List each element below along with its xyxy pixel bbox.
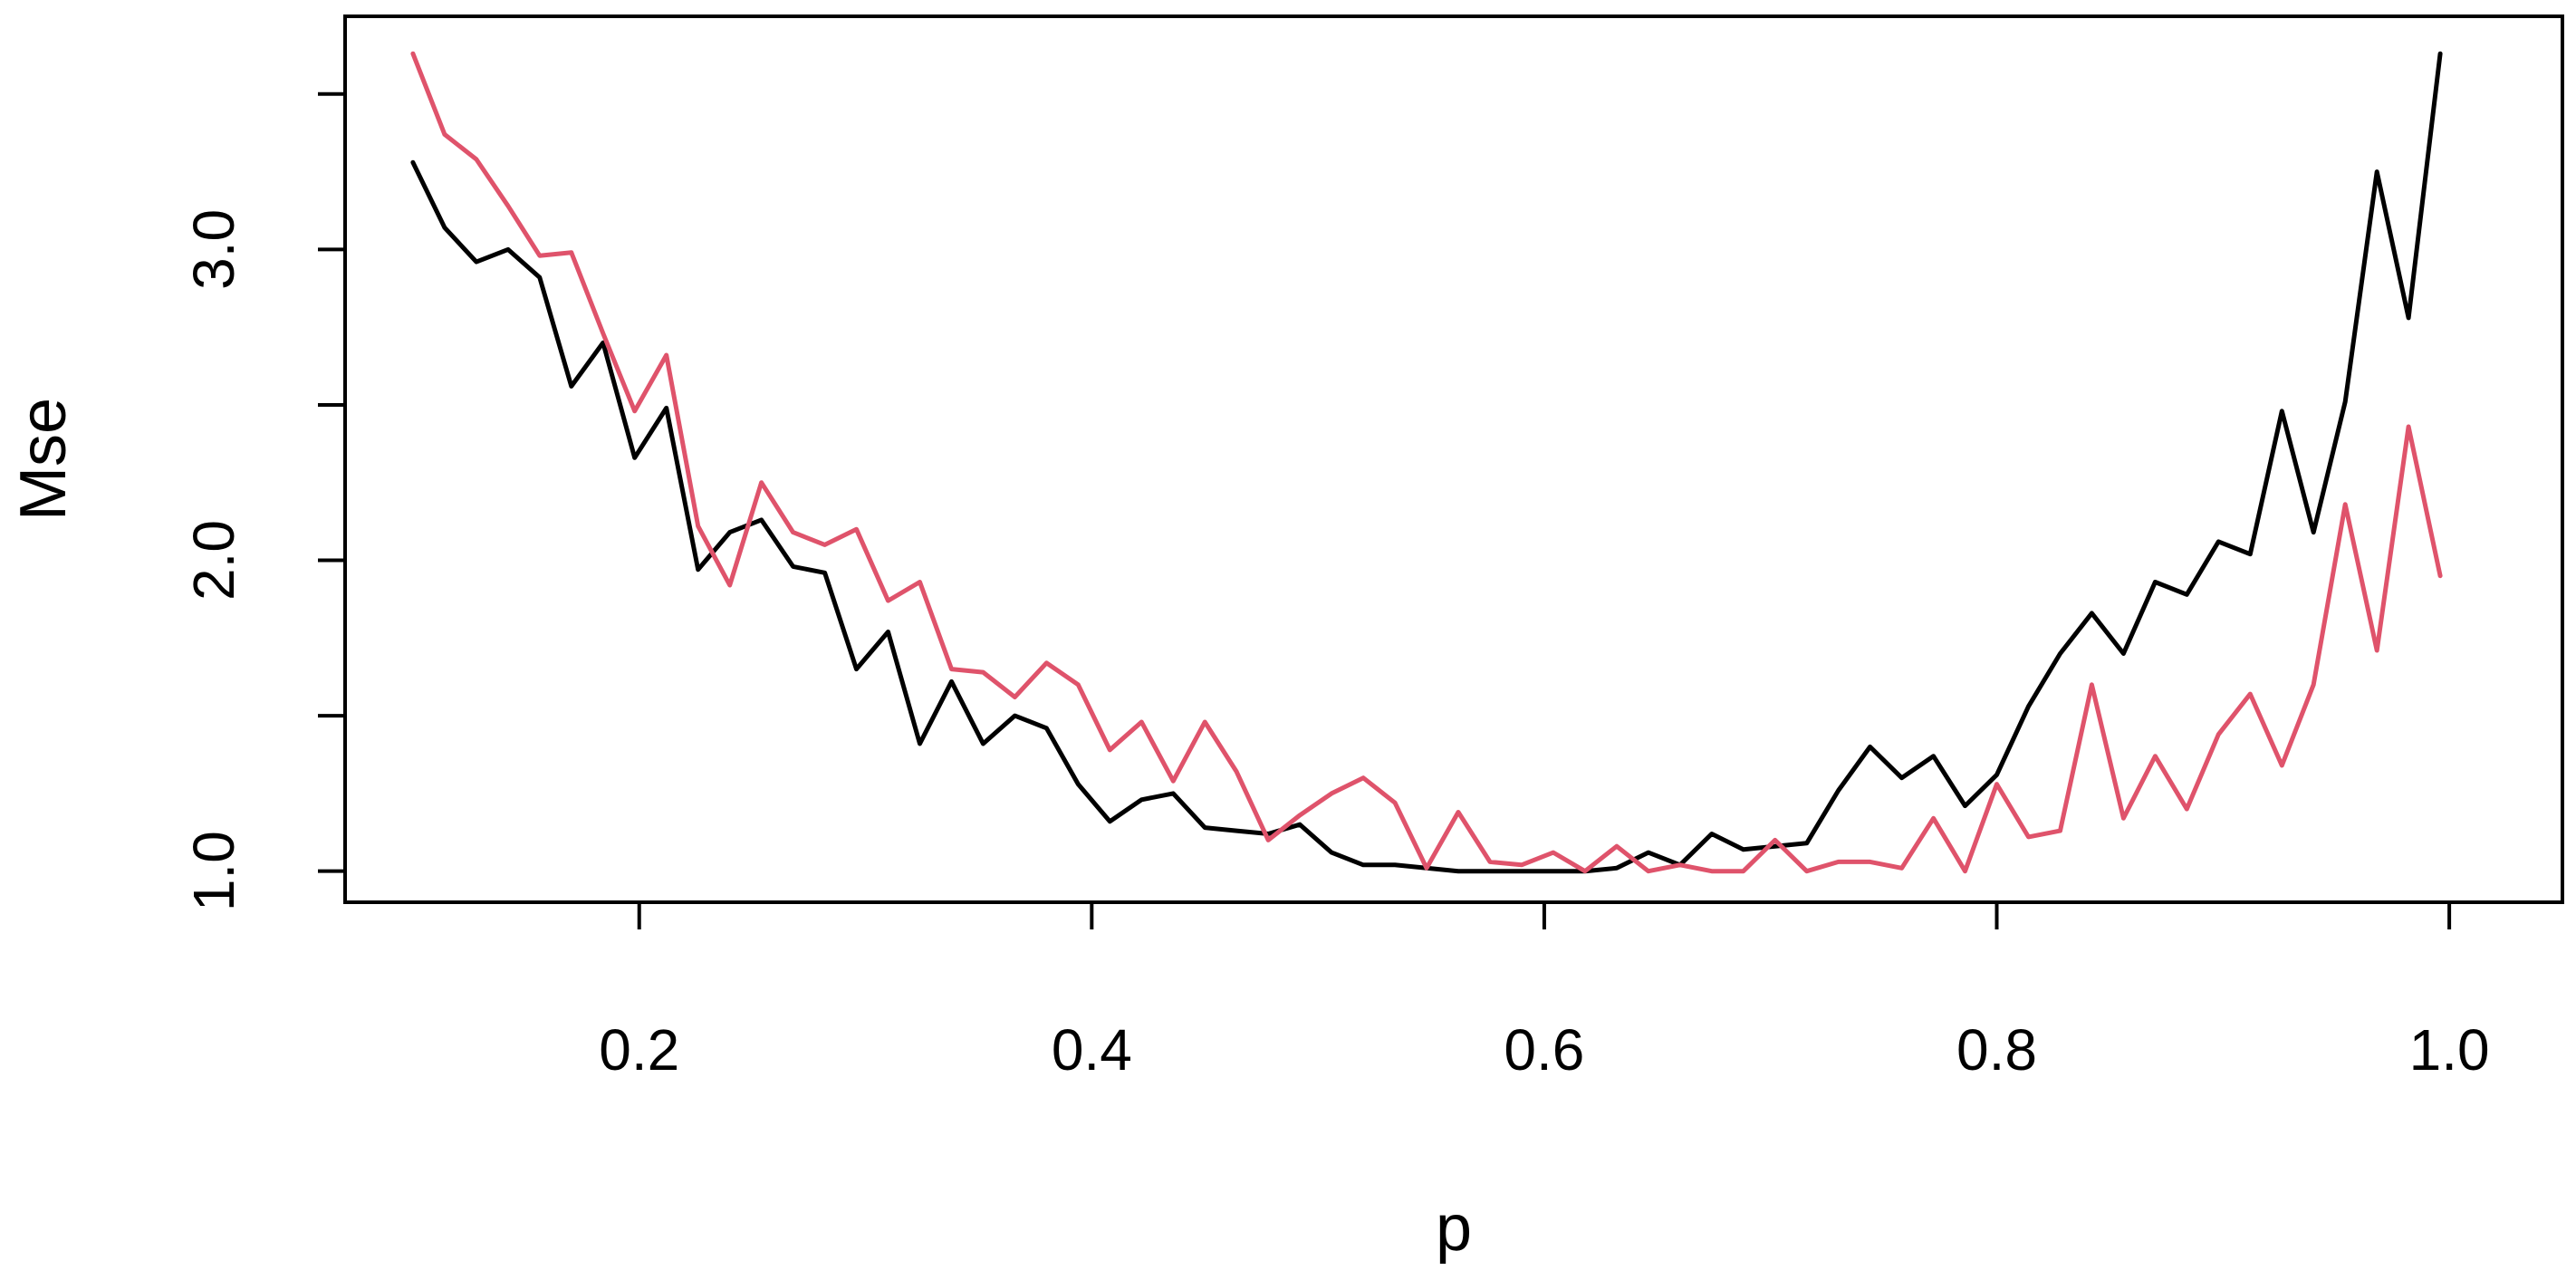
x-axis: 0.2 0.4 0.6 0.8 1.0 [599, 900, 2490, 1083]
series-lines [410, 51, 2443, 874]
x-tick-label: 0.4 [1052, 1017, 1132, 1083]
series-line-1 [410, 51, 2443, 874]
y-axis: 1.0 2.0 3.0 [181, 91, 345, 911]
x-tick-label: 0.2 [599, 1017, 679, 1083]
y-tick-label: 1.0 [181, 831, 246, 911]
x-tick-label: 0.8 [1956, 1017, 2037, 1083]
y-axis-title: Mse [7, 398, 80, 521]
y-tick-label: 3.0 [181, 209, 246, 290]
y-tick-label: 2.0 [181, 520, 246, 601]
series-line-2 [410, 51, 2443, 874]
x-tick-label: 0.6 [1504, 1017, 1584, 1083]
x-axis-title: p [1436, 1192, 1472, 1265]
x-tick-label: 1.0 [2409, 1017, 2490, 1083]
